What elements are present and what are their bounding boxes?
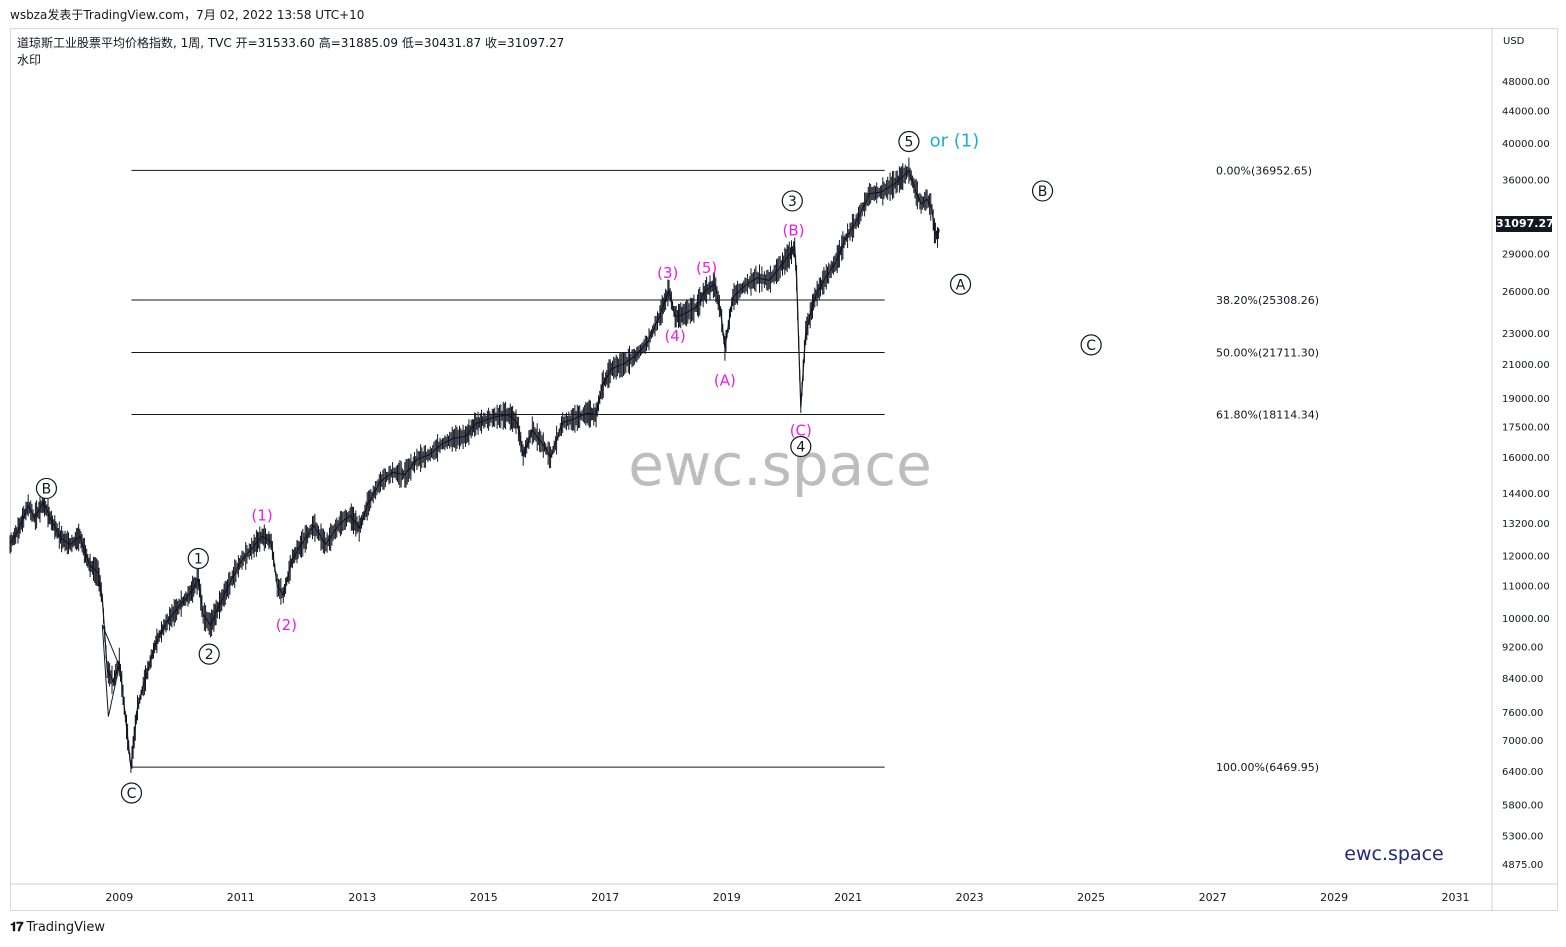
wave-label: (2) [276, 616, 297, 634]
last-price-badge: 31097.27 [1496, 216, 1554, 232]
fib-level-label: 100.00%(6469.95) [1216, 761, 1319, 774]
wave-label: A [956, 277, 966, 293]
x-tick-label: 2009 [105, 891, 133, 904]
wave-label: 1 [194, 551, 203, 567]
x-tick-label: 2013 [348, 891, 376, 904]
fib-level-label: 0.00%(36952.65) [1216, 164, 1312, 177]
x-tick-label: 2025 [1077, 891, 1105, 904]
symbol-legend[interactable]: 道琼斯工业股票平均价格指数, 1周, TVC 开=31533.60 高=3188… [17, 36, 565, 50]
currency-label: USD [1503, 36, 1525, 47]
x-tick-label: 2029 [1320, 891, 1348, 904]
y-tick-label: 23000.00 [1502, 329, 1550, 340]
y-tick-label: 10000.00 [1502, 614, 1550, 625]
chart-panel[interactable] [10, 28, 1558, 911]
publish-line: wsbza发表于TradingView.com，7月 02, 2022 13:5… [10, 8, 365, 22]
y-tick-label: 21000.00 [1502, 360, 1550, 371]
x-tick-label: 2021 [834, 891, 862, 904]
wave-label: 5 [904, 135, 913, 151]
wave-label: 3 [788, 194, 797, 210]
y-tick-label: 6400.00 [1502, 767, 1543, 778]
y-tick-label: 5300.00 [1502, 831, 1543, 842]
triangle-drawing [101, 624, 120, 717]
y-tick-label: 13200.00 [1502, 519, 1550, 530]
center-watermark: ewc.space [628, 431, 932, 499]
wave-label-circle [949, 273, 972, 295]
y-tick-label: 9200.00 [1502, 643, 1543, 654]
wave-label: C [127, 786, 137, 802]
y-tick-label: 26000.00 [1502, 287, 1550, 298]
y-tick-label: 29000.00 [1502, 249, 1550, 260]
y-tick-label: 17500.00 [1502, 422, 1550, 433]
y-tick-label: 36000.00 [1502, 175, 1550, 186]
wave-label: C [1086, 338, 1096, 354]
wave-label-circle [187, 547, 209, 570]
wave-label-circle [35, 477, 58, 500]
y-tick-label: 12000.00 [1502, 552, 1550, 563]
wave-label: 2 [205, 647, 214, 663]
x-tick-label: 2017 [591, 891, 619, 904]
y-tick-label: 16000.00 [1502, 453, 1550, 464]
y-tick-label: 48000.00 [1502, 77, 1550, 88]
wave-label-circle [1080, 334, 1102, 356]
wave-label-circle [898, 130, 920, 153]
y-tick-label: 40000.00 [1502, 139, 1550, 150]
y-tick-label: 4875.00 [1502, 860, 1543, 871]
footer-brand-label: TradingView [26, 920, 106, 935]
y-tick-label: 7000.00 [1502, 736, 1543, 747]
wave-label: B [42, 481, 52, 497]
wave-label-circle [198, 643, 220, 665]
price-bars [9, 157, 939, 773]
wave-label: (A) [714, 372, 736, 390]
wave-label: 4 [796, 440, 805, 456]
wave-label: (C) [790, 421, 812, 439]
wave-label-circle [120, 782, 143, 804]
wave-label-circle [1031, 180, 1054, 202]
wave-label: (3) [657, 264, 678, 282]
wave-label-circle [781, 190, 803, 212]
fib-level-label: 38.20%(25308.26) [1216, 294, 1319, 307]
wave-label: (5) [696, 259, 717, 277]
y-tick-label: 7600.00 [1502, 708, 1543, 719]
wave-label: (B) [783, 222, 805, 240]
x-tick-label: 2027 [1199, 891, 1227, 904]
y-tick-label: 8400.00 [1502, 674, 1543, 685]
y-tick-label: 44000.00 [1502, 107, 1550, 118]
corner-watermark: ewc.space [1344, 843, 1443, 865]
x-tick-label: 2023 [956, 891, 984, 904]
wave-label-circle [790, 435, 812, 458]
watermark-legend: 水印 [17, 53, 42, 67]
x-tick-label: 2015 [470, 891, 498, 904]
y-tick-label: 5800.00 [1502, 801, 1543, 812]
x-tick-label: 2011 [227, 891, 255, 904]
x-tick-label: 2019 [713, 891, 741, 904]
y-tick-label: 14400.00 [1502, 489, 1550, 500]
y-tick-label: 19000.00 [1502, 394, 1550, 405]
wave-label: B [1038, 184, 1048, 200]
fib-level-label: 61.80%(18114.34) [1216, 409, 1319, 422]
tradingview-logo-icon: 𝟏𝟕 [10, 920, 24, 935]
y-tick-label: 11000.00 [1502, 581, 1550, 592]
footer-brand[interactable]: 𝟏𝟕 TradingView [10, 920, 105, 935]
fib-level-label: 50.00%(21711.30) [1216, 347, 1319, 360]
wave-label: (4) [664, 327, 685, 345]
wave-label: or (1) [930, 131, 980, 152]
x-tick-label: 2031 [1442, 891, 1470, 904]
wave-label: (1) [251, 506, 272, 524]
